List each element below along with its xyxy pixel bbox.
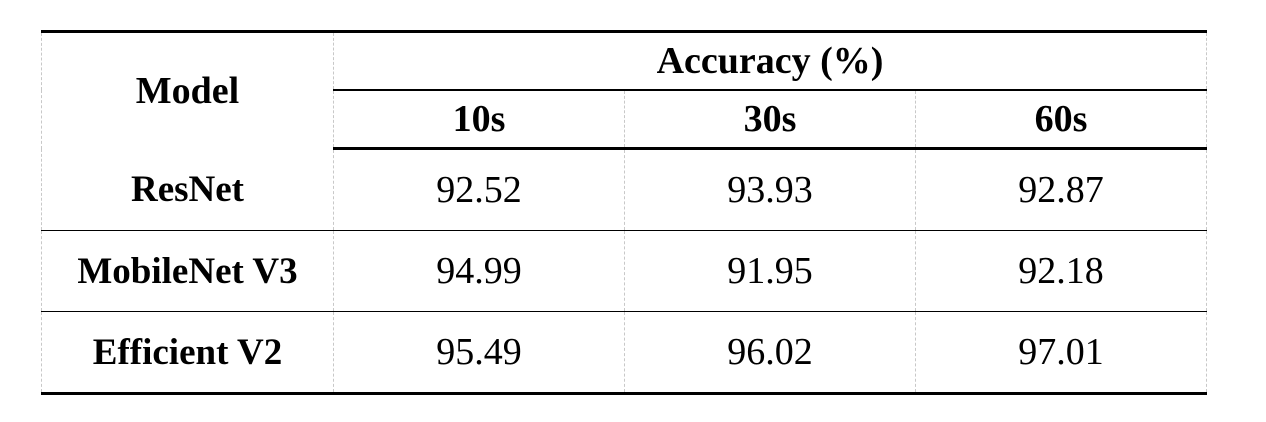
row-label-efficient-v2: Efficient V2 xyxy=(41,311,334,395)
table-row: Efficient V2 95.49 96.02 97.01 xyxy=(41,311,1207,395)
value-cell: 93.93 xyxy=(624,148,916,231)
duration-header-30s: 30s xyxy=(624,90,916,150)
accuracy-header-text: Accuracy (%) xyxy=(656,40,884,82)
value-cell: 95.49 xyxy=(333,311,625,395)
accuracy-group-header: Accuracy (%) xyxy=(333,30,1207,91)
value-cell: 92.52 xyxy=(333,148,625,231)
duration-header-60s: 60s xyxy=(915,90,1207,150)
row-label-resnet: ResNet xyxy=(41,148,334,231)
table-row: ResNet 92.52 93.93 92.87 xyxy=(41,148,1207,231)
value-cell: 91.95 xyxy=(624,230,916,312)
value-cell: 97.01 xyxy=(915,311,1207,395)
value-cell: 96.02 xyxy=(624,311,916,395)
duration-header-10s: 10s xyxy=(333,90,625,150)
model-column-header: Model xyxy=(41,30,334,149)
accuracy-table: Model Accuracy (%) 10s 30s 60s ResNet 92… xyxy=(41,30,1207,395)
row-label-mobilenet-v3: MobileNet V3 xyxy=(41,230,334,312)
model-header-text: Model xyxy=(135,69,240,112)
value-cell: 92.18 xyxy=(915,230,1207,312)
value-cell: 92.87 xyxy=(915,148,1207,231)
value-cell: 94.99 xyxy=(333,230,625,312)
table-row: MobileNet V3 94.99 91.95 92.18 xyxy=(41,230,1207,312)
